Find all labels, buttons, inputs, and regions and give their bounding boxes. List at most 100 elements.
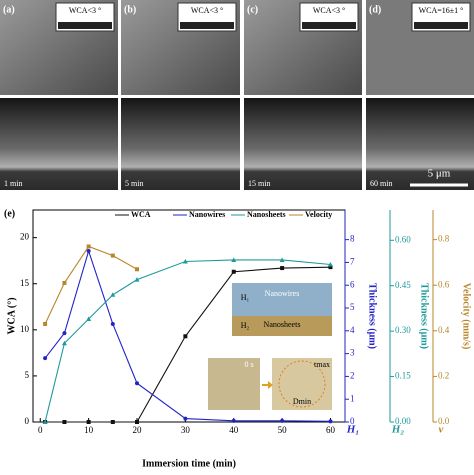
data-point	[62, 331, 67, 336]
data-point	[61, 340, 67, 346]
right-tick-label: 1	[350, 393, 355, 403]
data-point	[86, 420, 91, 424]
wca-label: WCA=16±1 °	[419, 6, 464, 15]
panel-label: (b)	[124, 4, 136, 15]
sem-cross-image	[121, 98, 240, 190]
data-point	[279, 257, 285, 262]
legend-label: WCA	[131, 210, 151, 219]
y-tick-label: 5	[25, 370, 30, 380]
x-tick-label: 50	[278, 425, 288, 435]
inset-drop-2	[272, 358, 332, 410]
axis-symbol: v	[439, 424, 444, 436]
data-point	[86, 249, 91, 254]
data-point	[327, 262, 333, 267]
data-point	[110, 292, 116, 297]
right-tick-label: 0.8	[438, 234, 450, 244]
sem-cross-image	[0, 98, 118, 190]
data-point	[43, 321, 48, 326]
time-label: 1 min	[4, 179, 22, 188]
right-tick-label: 2	[350, 370, 355, 380]
axis-symbol: H₁	[346, 424, 359, 436]
legend-label: Velocity	[305, 210, 332, 219]
inset-label: tmax	[314, 360, 330, 369]
data-point	[328, 419, 333, 424]
time-label: 15 min	[248, 179, 270, 188]
x-axis-label: Immersion time (min)	[142, 458, 236, 469]
sem-cross-image	[244, 98, 362, 190]
data-point	[231, 269, 236, 274]
x-tick-label: 0	[38, 425, 43, 435]
data-point	[134, 277, 140, 282]
sem-cross-image	[366, 98, 474, 190]
legend-label: Nanowires	[189, 210, 225, 219]
data-point	[43, 356, 48, 361]
panel-label: (a)	[3, 4, 15, 15]
data-point	[42, 419, 48, 424]
scale-label: 5 μm	[428, 168, 451, 180]
inset-label: Dmin	[293, 397, 311, 406]
data-point	[86, 244, 91, 249]
droplet	[58, 22, 112, 29]
inset-drop-1	[208, 358, 260, 410]
right-axis-label: Velocity (mm/s)	[461, 283, 472, 350]
data-point	[86, 316, 92, 322]
panel-label: (e)	[4, 208, 15, 219]
data-point	[231, 418, 236, 423]
time-label: 60 min	[370, 179, 392, 188]
y-tick-label: 20	[20, 232, 30, 242]
data-point	[231, 257, 237, 262]
x-tick-label: 20	[133, 425, 143, 435]
data-point	[280, 266, 285, 271]
wca-label: WCA<3 °	[313, 6, 345, 15]
right-tick-label: 0	[350, 416, 355, 426]
right-tick-label: 7	[350, 256, 355, 266]
data-point	[135, 381, 139, 386]
data-point	[110, 420, 115, 424]
data-point	[280, 418, 285, 423]
droplet	[180, 22, 234, 29]
data-point	[62, 280, 67, 285]
data-point	[328, 265, 333, 270]
right-tick-label: 6	[350, 279, 355, 289]
right-tick-label: 0.60	[395, 234, 411, 244]
data-point	[135, 267, 139, 272]
inset-arrow	[262, 381, 273, 389]
data-point	[135, 420, 139, 424]
inset-sheet	[232, 316, 332, 336]
inset-label: Nanowires	[265, 289, 300, 298]
x-tick-label: 30	[181, 425, 191, 435]
y-tick-label: 10	[20, 324, 30, 334]
wca-label: WCA<3 °	[191, 6, 223, 15]
data-point	[110, 321, 115, 326]
right-tick-label: 0.4	[438, 325, 450, 335]
right-tick-label: 0.2	[438, 370, 449, 380]
panel-label: (d)	[369, 4, 381, 15]
right-tick-label: 0.0	[438, 416, 450, 426]
right-axis-label: Thickness (μm)	[419, 283, 430, 349]
sem-panels: WCA<3 ° (a) 1 min WCA<3 ° (b) 5 min WCA<3 ° (c)…	[0, 0, 474, 190]
right-tick-label: 3	[350, 348, 355, 358]
right-tick-label: 5	[350, 302, 355, 312]
right-axis-label: Thickness (μm)	[367, 283, 378, 349]
right-tick-label: 0.30	[395, 325, 411, 335]
right-tick-label: 8	[350, 234, 355, 244]
y-tick-label: 0	[25, 416, 30, 426]
panel-label: (c)	[247, 4, 258, 15]
inset-circle	[278, 360, 326, 408]
data-point	[62, 420, 67, 424]
time-label: 5 min	[125, 179, 143, 188]
droplet	[302, 22, 356, 29]
data-point	[182, 258, 188, 264]
right-tick-label: 4	[350, 325, 355, 335]
data-point	[183, 334, 188, 339]
droplet	[414, 22, 468, 29]
x-tick-label: 10	[84, 425, 94, 435]
legend-label: Nanosheets	[247, 210, 286, 219]
right-tick-label: 0.6	[438, 279, 450, 289]
data-point	[183, 416, 188, 421]
x-tick-label: 40	[229, 425, 239, 435]
x-tick-label: 60	[326, 425, 336, 435]
right-tick-label: 0.15	[395, 371, 411, 381]
